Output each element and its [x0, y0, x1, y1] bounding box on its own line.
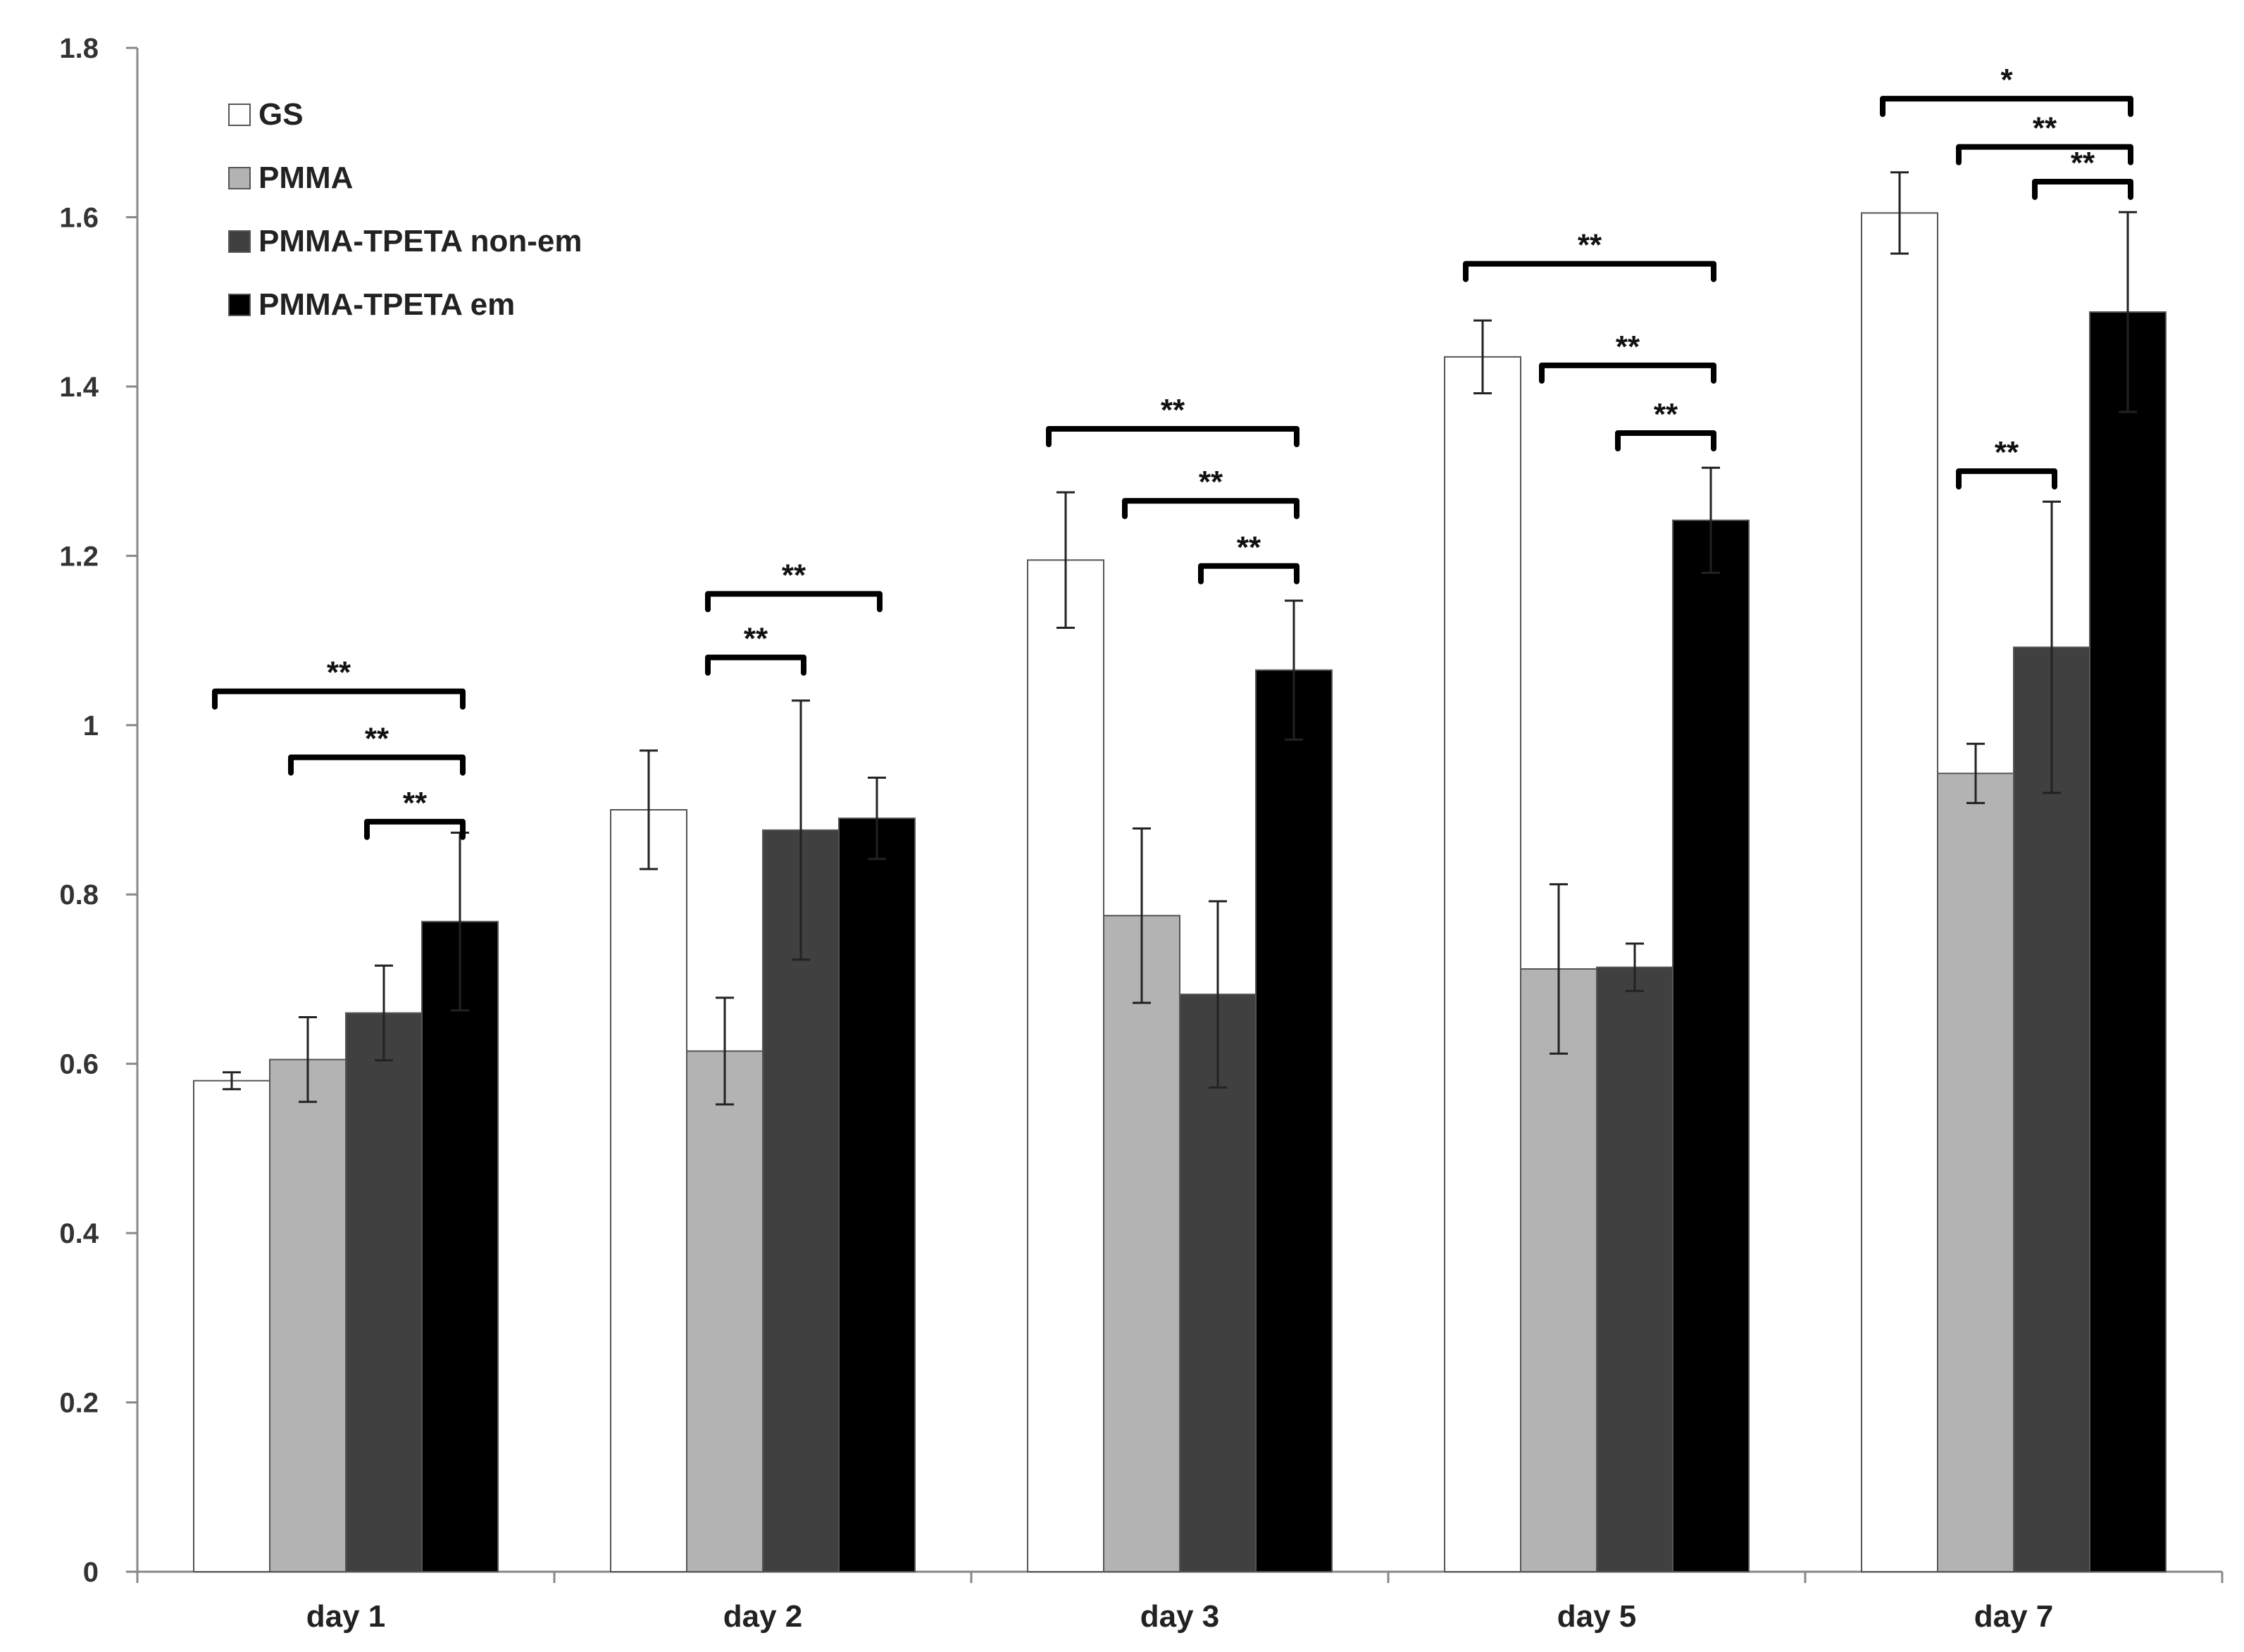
legend-label: PMMA-TPETA non-em [258, 224, 582, 258]
significance-brackets: ***************************** [212, 63, 2133, 840]
x-category-label: day 1 [306, 1599, 386, 1634]
significance-label: ** [1199, 465, 1223, 499]
significance-label: ** [1995, 435, 2019, 470]
significance-bracket [1463, 261, 1716, 282]
significance-label: ** [1237, 530, 1261, 565]
bar-pmma [1103, 915, 1180, 1573]
significance-bracket [1539, 362, 1716, 384]
bar-gs [1027, 559, 1104, 1572]
legend: GS PMMA PMMA-TPETA non-em PMMA-TPETA em [228, 97, 582, 322]
significance-bracket [288, 754, 466, 776]
bar-pmma-tpeta-em [2089, 311, 2167, 1572]
significance-bracket [1880, 96, 2133, 118]
legend-swatch [228, 167, 251, 189]
significance-bracket [364, 818, 466, 840]
significance-bracket [1198, 563, 1299, 584]
bar-gs [1861, 212, 1938, 1572]
significance-label: ** [1161, 393, 1185, 427]
bar-pmma-tpeta-em [838, 818, 916, 1572]
significance-label: ** [403, 786, 428, 820]
significance-bracket [705, 654, 806, 676]
significance-bracket [1956, 144, 2133, 165]
bar-pmma [269, 1058, 347, 1572]
significance-label: * [2000, 63, 2013, 97]
bar-pmma [1520, 968, 1597, 1573]
bar-pmma-tpeta-non-em [1179, 994, 1257, 1572]
y-tick-label: 1.2 [59, 541, 99, 572]
x-category-label: day 3 [1140, 1599, 1220, 1634]
legend-label: PMMA [258, 161, 353, 195]
error-bars [223, 171, 2137, 1106]
significance-bracket [2032, 178, 2133, 200]
y-tick-label: 0.8 [59, 880, 99, 911]
bar-pmma-tpeta-non-em [2013, 646, 2090, 1572]
significance-label: ** [1654, 397, 1678, 432]
y-tick-label: 1.8 [59, 33, 99, 64]
bar-pmma-tpeta-em [421, 920, 499, 1572]
bar-pmma [1937, 772, 2014, 1572]
x-category-label: day 2 [723, 1599, 803, 1634]
y-tick-label: 1.4 [59, 372, 99, 403]
significance-bracket [1956, 468, 2057, 490]
y-tick-label: 0.2 [59, 1388, 99, 1419]
significance-bracket [705, 591, 883, 613]
significance-bracket [1122, 498, 1299, 520]
bar-gs [610, 809, 687, 1572]
significance-bracket [212, 688, 466, 710]
significance-label: ** [744, 622, 768, 656]
significance-label: ** [365, 721, 389, 756]
y-tick-label: 1.6 [59, 202, 99, 233]
legend-swatch [228, 230, 251, 253]
bar-gs [1444, 356, 1521, 1572]
bar-gs [193, 1080, 270, 1572]
bar-pmma-tpeta-non-em [345, 1012, 423, 1572]
legend-swatch [228, 294, 251, 316]
significance-label: ** [1578, 228, 1602, 263]
y-tick-label: 0.4 [59, 1218, 99, 1249]
legend-label: GS [258, 97, 304, 132]
legend-swatch [228, 104, 251, 126]
bar-pmma [686, 1050, 763, 1572]
significance-label: ** [2071, 146, 2095, 180]
significance-label: ** [782, 558, 806, 592]
x-category-label: day 7 [1974, 1599, 2054, 1634]
significance-bracket [1046, 426, 1299, 447]
y-tick-label: 1 [83, 711, 99, 741]
bar-pmma-tpeta-em [1255, 669, 1333, 1573]
significance-label: ** [2033, 111, 2057, 146]
y-tick-label: 0 [83, 1557, 99, 1588]
bar-pmma-tpeta-em [1672, 519, 1750, 1573]
bar-pmma-tpeta-non-em [1596, 966, 1673, 1572]
x-category-label: day 5 [1557, 1599, 1637, 1634]
y-tick-label: 0.6 [59, 1049, 99, 1080]
significance-bracket [1615, 430, 1716, 452]
significance-label: ** [327, 656, 351, 690]
legend-label: PMMA-TPETA em [258, 287, 515, 322]
significance-label: ** [1616, 330, 1640, 364]
